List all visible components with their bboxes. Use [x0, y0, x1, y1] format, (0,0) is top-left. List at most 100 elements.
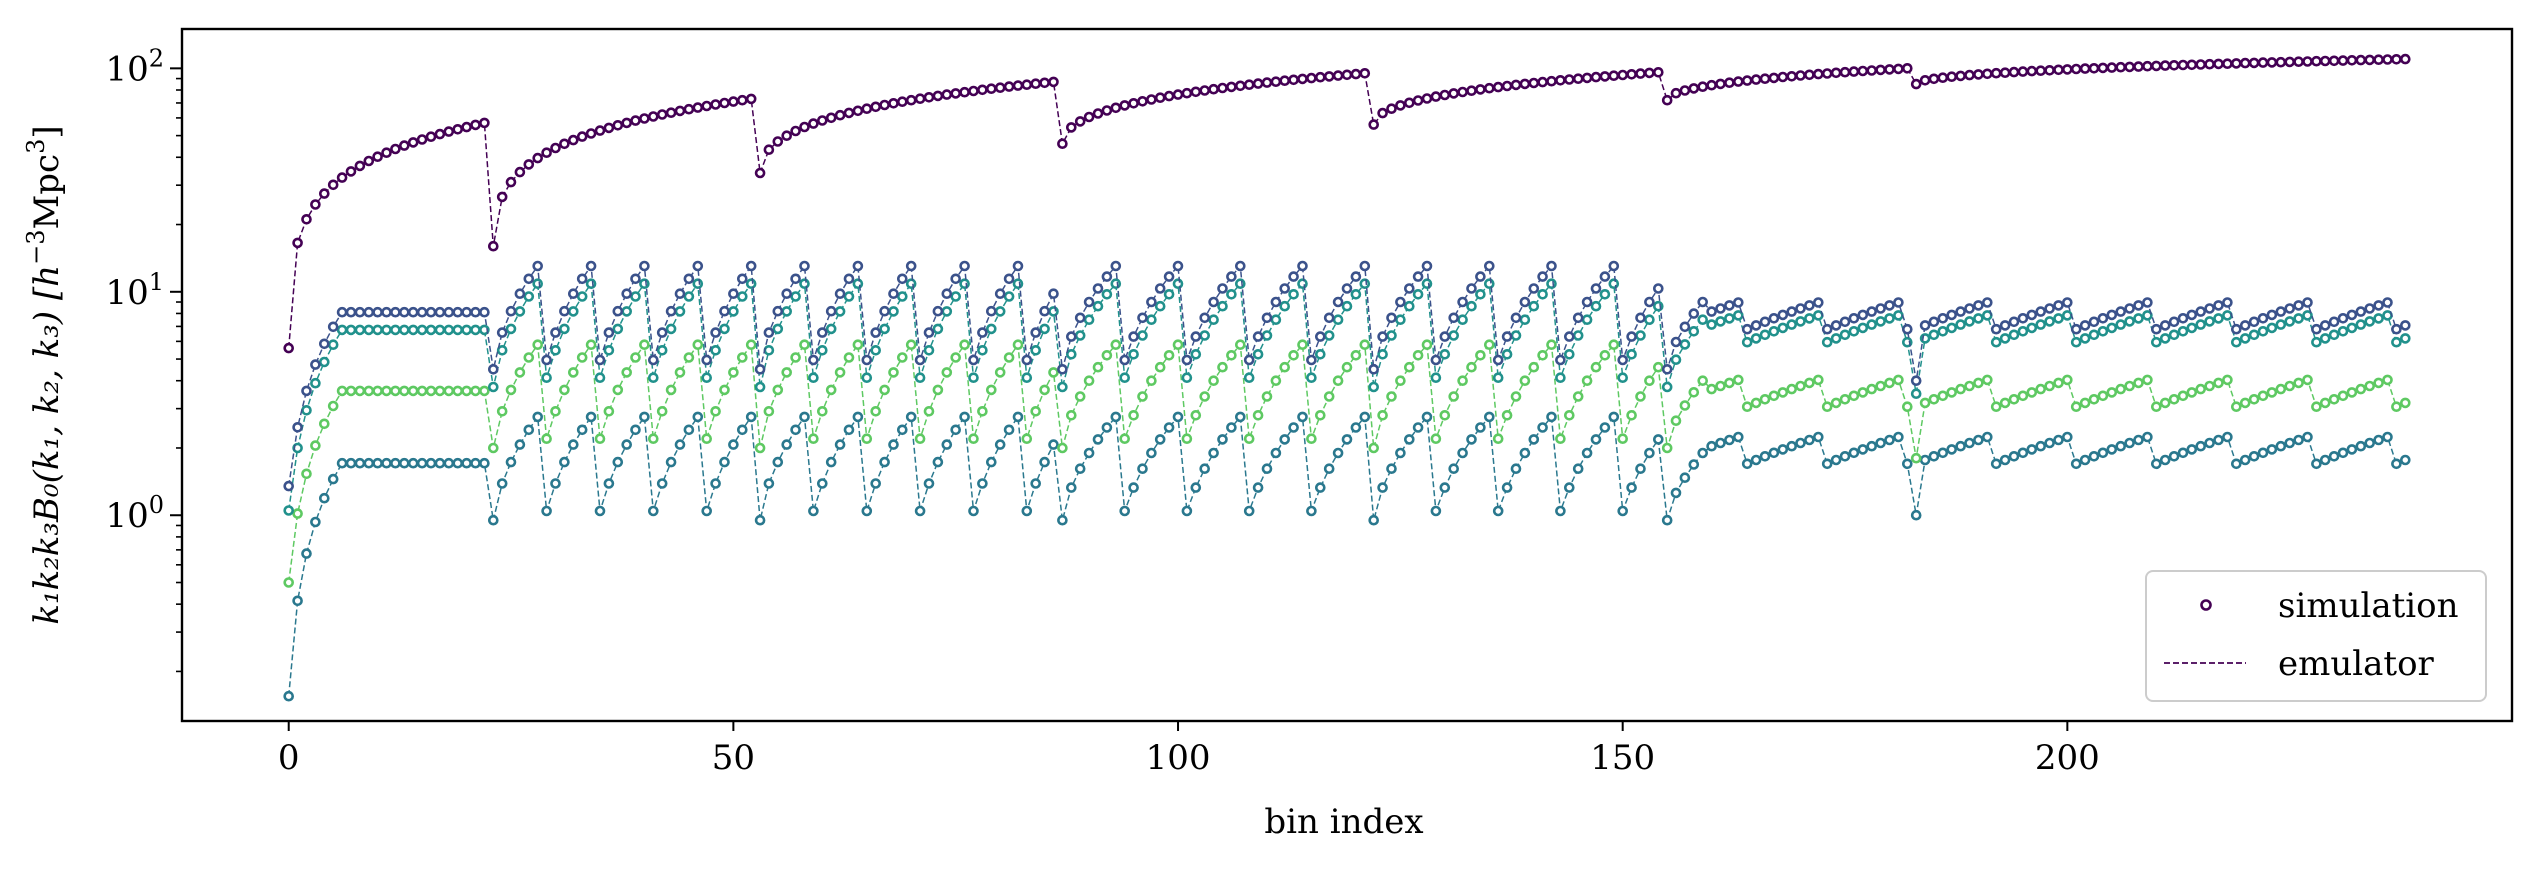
simulation-point	[2373, 313, 2384, 324]
simulation-point	[2053, 434, 2064, 446]
simulation-point	[2195, 306, 2206, 317]
simulation-point	[1466, 85, 1477, 96]
y-tick-label-base: 10	[105, 273, 148, 313]
simulation-point	[1750, 333, 1762, 344]
y-axis-label-main: k₁k₂k₃B₀(k₁, k₂, k₃) [h	[27, 265, 67, 625]
simulation-point	[390, 385, 401, 397]
simulation-point	[1644, 67, 1655, 79]
simulation-point	[2062, 297, 2073, 308]
simulation-point	[1821, 323, 1833, 335]
simulation-point	[1688, 308, 1700, 319]
simulation-point	[1973, 69, 1984, 80]
simulation-point	[372, 306, 383, 318]
simulation-point	[861, 433, 873, 445]
simulation-point	[736, 94, 748, 106]
simulation-point	[621, 288, 633, 300]
simulation-point	[1946, 387, 1957, 398]
simulation-point	[1813, 297, 1824, 308]
simulation-point	[2159, 320, 2171, 331]
simulation-point	[1012, 411, 1024, 423]
simulation-point	[799, 121, 810, 133]
simulation-point	[639, 339, 650, 351]
simulation-point	[1866, 306, 1877, 317]
simulation-point	[1128, 331, 1139, 342]
simulation-point	[1999, 320, 2011, 331]
simulation-point	[532, 152, 544, 164]
simulation-point	[1617, 433, 1628, 445]
simulation-point	[1359, 260, 1371, 272]
simulation-point	[2400, 53, 2411, 65]
series-group	[283, 53, 2411, 354]
simulation-point	[1679, 321, 1691, 333]
simulation-point	[968, 85, 979, 97]
simulation-point	[1626, 69, 1637, 80]
simulation-point	[2231, 323, 2242, 335]
simulation-point	[532, 260, 544, 272]
simulation-point	[1395, 100, 1406, 111]
simulation-point	[639, 278, 650, 290]
simulation-point	[2373, 300, 2384, 311]
simulation-point	[310, 516, 321, 528]
simulation-point	[941, 89, 953, 100]
simulation-point	[1564, 74, 1575, 85]
simulation-point	[2195, 383, 2206, 395]
simulation-point	[1884, 377, 1895, 389]
simulation-point	[1395, 375, 1406, 387]
simulation-point	[1670, 336, 1682, 348]
simulation-point	[790, 125, 801, 137]
simulation-point	[496, 405, 508, 417]
simulation-point	[1741, 323, 1753, 335]
simulation-point	[1163, 271, 1175, 282]
simulation-point	[763, 327, 775, 338]
simulation-point	[301, 548, 312, 559]
simulation-point	[1190, 331, 1202, 342]
simulation-point	[1599, 288, 1611, 300]
simulation-point	[1377, 331, 1388, 342]
simulation-point	[2382, 297, 2393, 308]
simulation-point	[1830, 333, 1842, 344]
simulation-point	[407, 457, 419, 469]
simulation-point	[2213, 377, 2224, 389]
simulation-point	[2115, 319, 2126, 330]
simulation-point	[799, 411, 810, 423]
simulation-point	[2017, 447, 2029, 459]
simulation-point	[1012, 278, 1024, 290]
simulation-point	[1519, 314, 1531, 326]
simulation-point	[1555, 433, 1566, 445]
simulation-point	[1368, 363, 1379, 375]
simulation-point	[896, 273, 908, 285]
simulation-point	[1688, 459, 1700, 470]
simulation-point	[1288, 349, 1299, 361]
simulation-point	[728, 367, 739, 378]
simulation-point	[1466, 283, 1477, 294]
simulation-point	[1492, 354, 1504, 366]
simulation-point	[2213, 300, 2224, 311]
simulation-point	[2231, 58, 2242, 69]
simulation-point	[1003, 352, 1015, 363]
simulation-point	[639, 411, 650, 423]
simulation-point	[941, 306, 953, 317]
simulation-point	[2355, 383, 2367, 395]
simulation-point	[1288, 288, 1299, 300]
simulation-point	[1332, 447, 1344, 459]
simulation-point	[923, 344, 935, 356]
simulation-point	[1528, 77, 1540, 89]
simulation-point	[1928, 316, 1940, 328]
simulation-point	[2355, 319, 2367, 330]
simulation-point	[1724, 300, 1735, 311]
simulation-point	[861, 354, 873, 366]
simulation-point	[621, 439, 633, 450]
simulation-point	[834, 109, 846, 121]
simulation-point	[888, 98, 899, 109]
simulation-point	[1661, 381, 1673, 393]
simulation-point	[1999, 454, 2011, 466]
simulation-point	[496, 191, 508, 203]
simulation-point	[541, 147, 552, 158]
simulation-point	[852, 411, 864, 423]
simulation-point	[896, 291, 908, 302]
simulation-point	[1777, 309, 1789, 321]
simulation-point	[1973, 434, 1984, 446]
simulation-point	[2337, 325, 2349, 337]
simulation-point	[496, 327, 508, 338]
simulation-point	[1154, 283, 1166, 294]
